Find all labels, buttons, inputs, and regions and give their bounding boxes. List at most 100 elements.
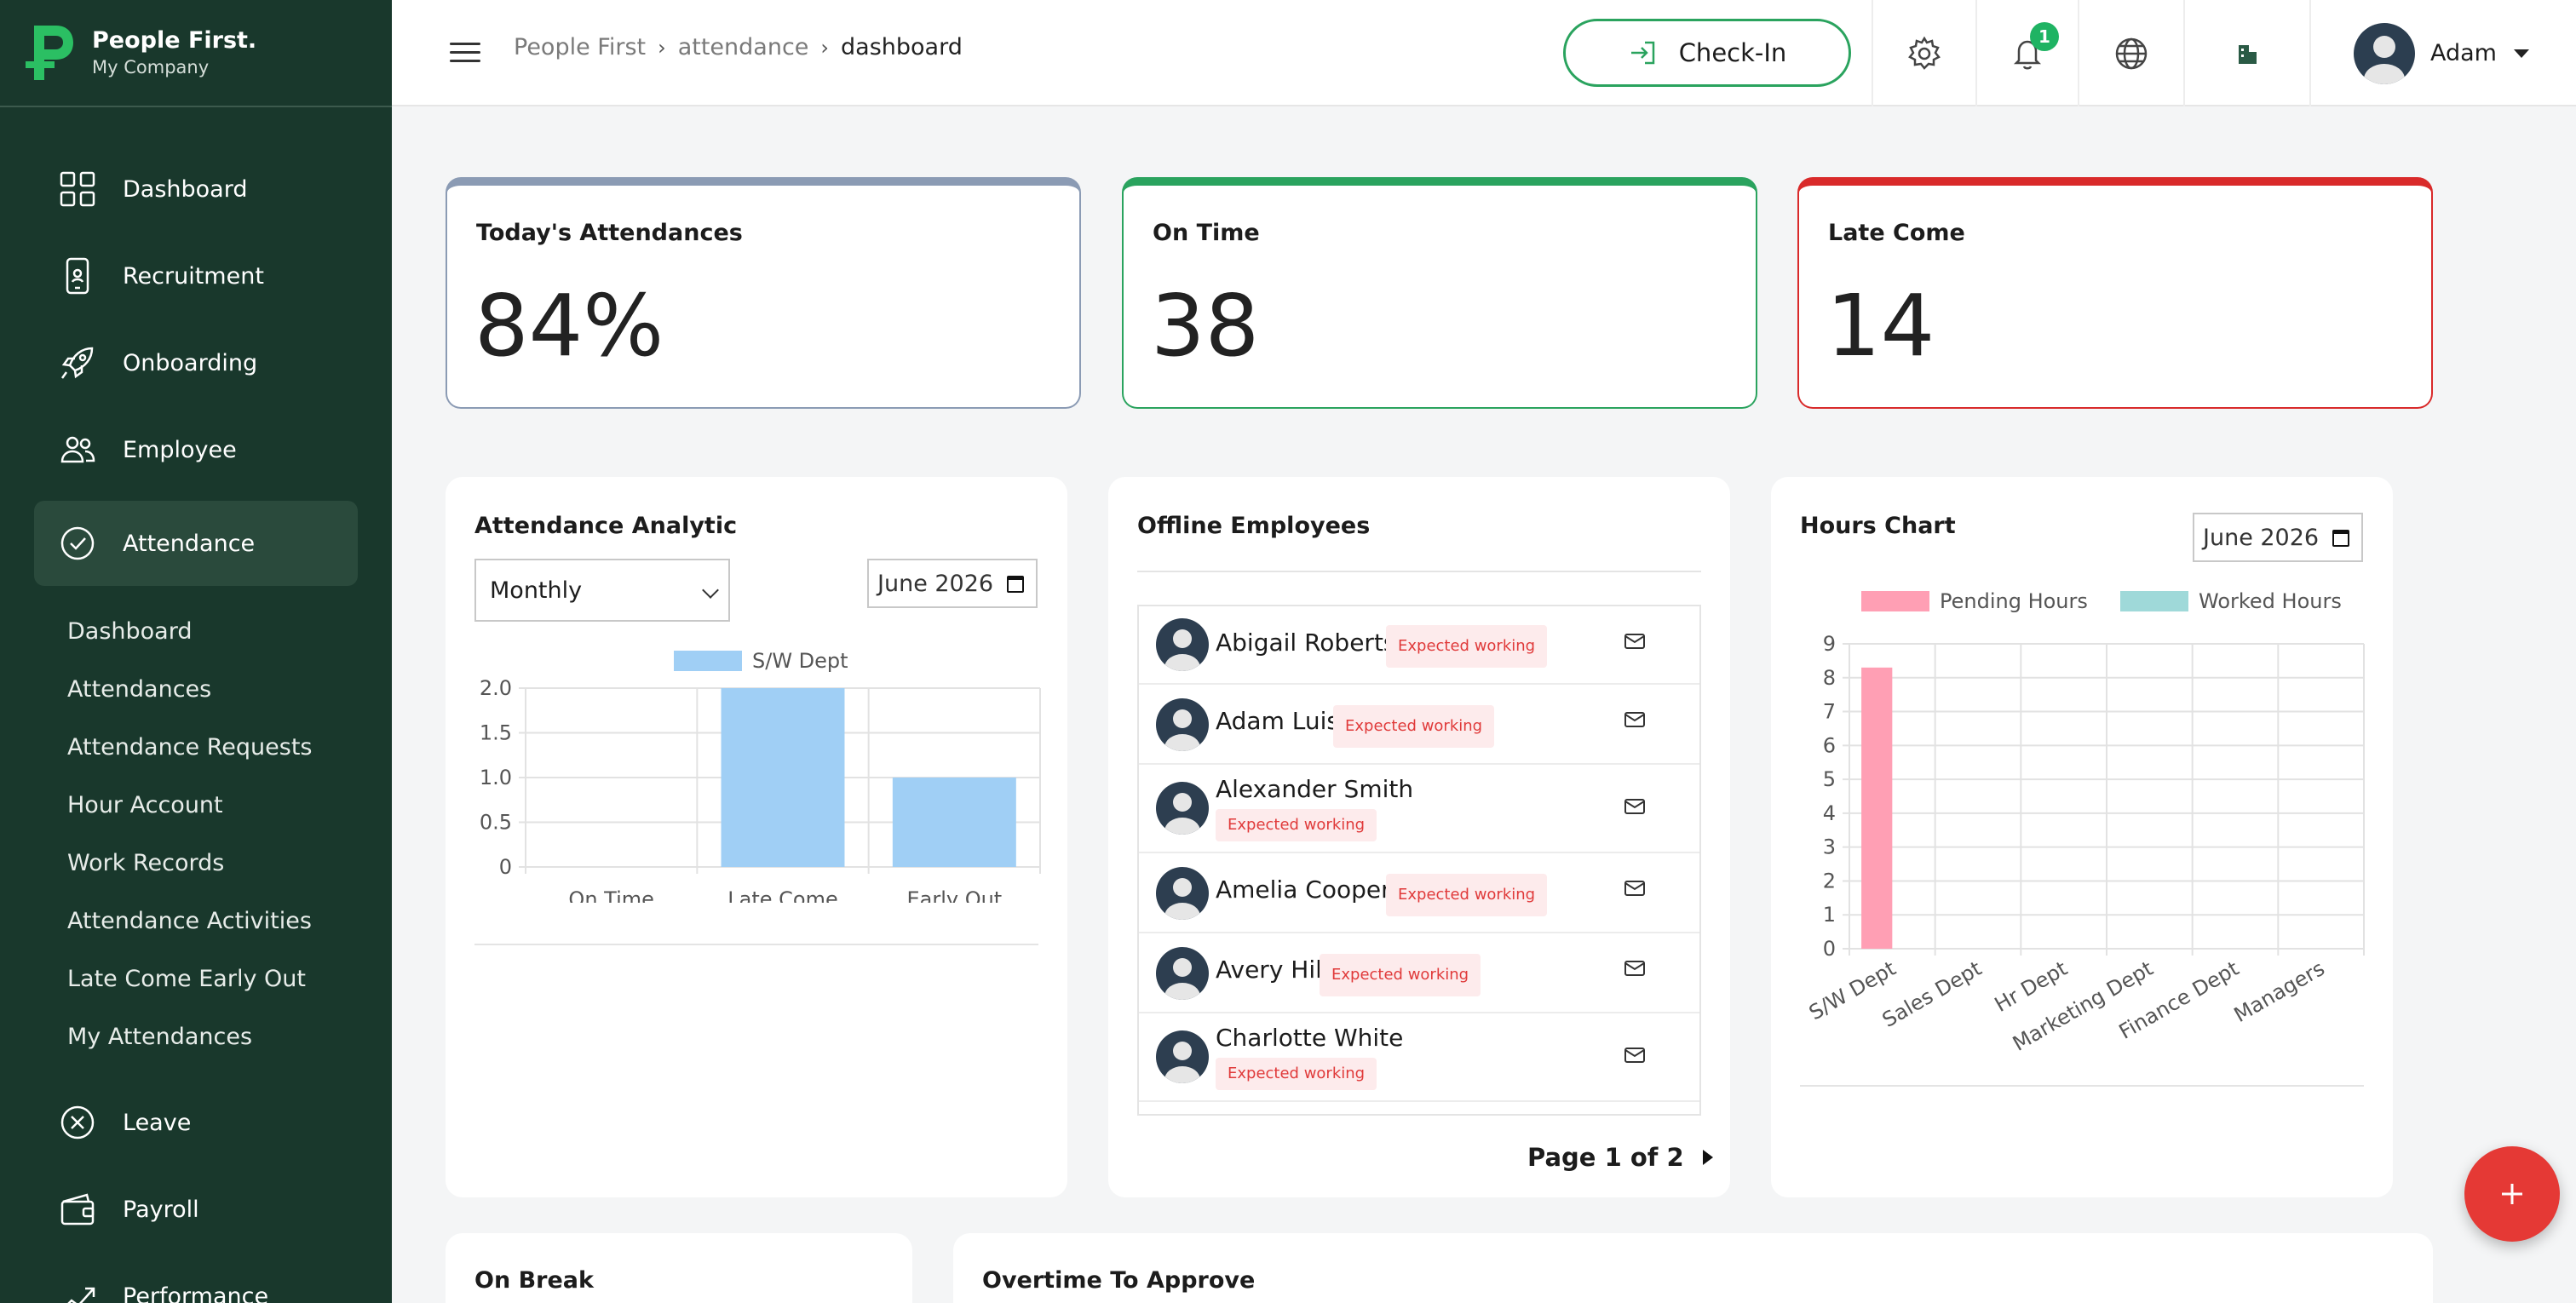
user-menu[interactable]: Adam [2309, 0, 2576, 106]
panel-title: Offline Employees [1137, 513, 1371, 539]
mail-icon[interactable] [1624, 634, 1645, 649]
list-item[interactable]: Charlotte White Expected working [1139, 1013, 1699, 1102]
y-tick-label: 1.0 [480, 766, 512, 789]
top-header: People First › attendance › dashboard Ch… [392, 0, 2576, 106]
sub-item-attendances[interactable]: Attendances [67, 676, 212, 703]
x-tick-label: Marketing Dept [2009, 956, 2157, 1056]
list-item[interactable]: Amelia Cooper Expected working [1139, 853, 1699, 933]
stat-card-on-time: On Time 38 [1122, 177, 1757, 409]
list-item[interactable]: Avery Hill Expected working [1139, 933, 1699, 1013]
check-in-button[interactable]: Check-In [1563, 19, 1851, 87]
add-button[interactable] [2464, 1146, 2560, 1242]
menu-toggle-icon[interactable] [450, 43, 480, 63]
analytic-date-input[interactable]: June 2026 [867, 559, 1038, 608]
sidebar-item-label: Attendance [123, 530, 256, 557]
hours-date-input[interactable]: June 2026 [2193, 513, 2363, 562]
attendance-analytic-chart: S/W Dept 0 0.5 1.0 1.5 2.0 On Time Late Come Ear… [480, 649, 1041, 903]
stat-title: Today's Attendances [476, 220, 743, 246]
sidebar-item-employee[interactable]: Employee [34, 407, 358, 492]
legend-label: S/W Dept [752, 649, 848, 673]
next-page-icon[interactable] [1702, 1150, 1713, 1165]
sidebar-item-label: Payroll [123, 1196, 199, 1223]
chevron-down-icon [702, 582, 719, 599]
globe-icon [2115, 37, 2148, 69]
stat-title: Late Come [1828, 220, 1965, 246]
plus-icon [2502, 1184, 2522, 1204]
stat-value: 84% [474, 276, 664, 376]
rocket-icon [60, 347, 94, 379]
sub-item-work-records[interactable]: Work Records [67, 850, 225, 876]
list-item[interactable]: Abigail Roberts Expected working [1139, 606, 1699, 685]
divider [1800, 1085, 2364, 1087]
sub-item-late-come-early-out[interactable]: Late Come Early Out [67, 966, 306, 992]
sub-item-hour-account[interactable]: Hour Account [67, 792, 223, 818]
sub-item-attendance-requests[interactable]: Attendance Requests [67, 734, 313, 761]
sidebar-item-dashboard[interactable]: Dashboard [34, 146, 358, 232]
sidebar-item-recruitment[interactable]: Recruitment [34, 233, 358, 319]
breadcrumb-item-home[interactable]: People First [514, 34, 647, 60]
avatar [1156, 867, 1209, 920]
stat-value: 14 [1826, 276, 1935, 376]
stat-title: On Time [1153, 220, 1260, 246]
sidebar-item-payroll[interactable]: Payroll [34, 1167, 358, 1252]
analytic-date-value: June 2026 [877, 570, 994, 597]
bar [721, 688, 845, 867]
breadcrumb-item-current: dashboard [841, 34, 963, 60]
y-tick-label: 0 [1823, 937, 1836, 961]
sub-item-attendance-activities[interactable]: Attendance Activities [67, 908, 312, 934]
panel-title: On Break [474, 1267, 594, 1294]
mail-icon[interactable] [1624, 712, 1645, 727]
gear-icon [1908, 36, 1941, 70]
sub-item-dashboard[interactable]: Dashboard [67, 618, 193, 645]
legend-label: Worked Hours [2199, 589, 2342, 613]
brand[interactable]: People First. My Company [0, 0, 392, 107]
on-break-panel: On Break [446, 1233, 912, 1303]
y-tick-label: 0 [499, 855, 512, 879]
x-tick-label: Managers [2230, 956, 2329, 1027]
language-button[interactable] [2078, 0, 2183, 106]
caret-down-icon [2513, 49, 2529, 58]
breadcrumb-item-attendance[interactable]: attendance [677, 34, 809, 60]
legend-swatch [674, 651, 742, 671]
sidebar-item-leave[interactable]: Leave [34, 1080, 358, 1165]
brand-company: My Company [92, 57, 210, 77]
mail-icon[interactable] [1624, 961, 1645, 976]
sidebar-item-onboarding[interactable]: Onboarding [34, 320, 358, 405]
sidebar-item-label: Leave [123, 1109, 192, 1136]
employee-name: Amelia Cooper [1216, 875, 1391, 904]
status-badge: Expected working [1386, 625, 1548, 668]
y-tick-label: 3 [1823, 835, 1836, 859]
sub-item-my-attendances[interactable]: My Attendances [67, 1024, 253, 1050]
offline-employees-panel: Offline Employees Abigail Roberts Expect… [1108, 477, 1730, 1197]
mail-icon[interactable] [1624, 799, 1645, 814]
mail-icon[interactable] [1624, 1048, 1645, 1063]
company-switch-button[interactable] [2183, 0, 2309, 106]
sidebar-item-attendance[interactable]: Attendance [34, 501, 358, 586]
bell-icon [2013, 40, 2042, 69]
period-select[interactable]: Monthly [474, 559, 730, 622]
employee-name: Abigail Roberts [1216, 629, 1396, 657]
avatar [1156, 698, 1209, 751]
employee-name: Alexander Smith [1216, 775, 1414, 803]
list-item[interactable]: Alexander Smith Expected working [1139, 765, 1699, 853]
check-in-label: Check-In [1678, 38, 1787, 67]
sidebar-item-label: Onboarding [123, 349, 258, 376]
y-tick-label: 2.0 [480, 676, 512, 700]
notifications-button[interactable]: 1 [1975, 0, 2078, 106]
user-name: Adam [2430, 40, 2497, 66]
mail-icon[interactable] [1624, 881, 1645, 896]
sidebar-item-label: Performance [123, 1283, 269, 1303]
status-badge: Expected working [1386, 874, 1548, 916]
chevron-right-icon: › [820, 35, 830, 60]
sidebar-item-performance[interactable]: Performance [34, 1254, 358, 1303]
notification-badge: 1 [2030, 22, 2059, 51]
hours-chart-panel: Hours Chart June 2026 Pending Hours Worke… [1771, 477, 2393, 1197]
building-icon [2239, 44, 2257, 64]
stat-card-late-come: Late Come 14 [1797, 177, 2433, 409]
settings-button[interactable] [1872, 0, 1975, 106]
hours-date-value: June 2026 [2203, 524, 2320, 551]
y-tick-label: 5 [1823, 767, 1836, 791]
page-indicator: Page 1 of 2 [1527, 1143, 1684, 1172]
list-item[interactable]: Adam Luis Expected working [1139, 685, 1699, 765]
